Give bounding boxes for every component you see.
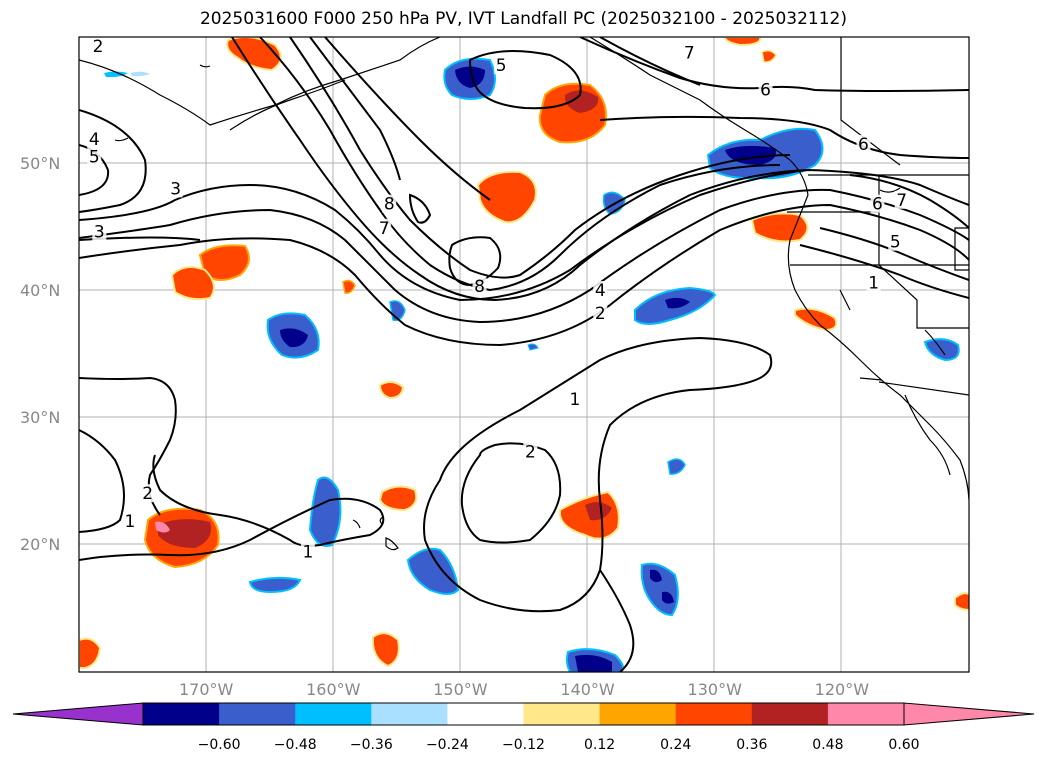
contour-label: 8: [384, 195, 395, 215]
contour-label-bg: [122, 512, 137, 531]
contour-label: 7: [896, 191, 907, 211]
colorbar-tick-label: 0.12: [584, 737, 616, 753]
contour-label-bg: [593, 281, 608, 299]
contour-label-bg: [87, 147, 102, 166]
contour-label: 2: [525, 442, 536, 462]
contour-label: 7: [379, 219, 390, 239]
colorbar-frame: [142, 702, 905, 726]
contour-label: 8: [474, 277, 485, 297]
colorbar-tick-label: −0.60: [197, 737, 241, 753]
plot-frame: [78, 36, 970, 673]
colorbar-tick-label: 0.48: [812, 737, 844, 753]
colorbar-box: [143, 703, 220, 725]
contour-label-bg: [567, 390, 582, 409]
map-title: 2025031600 F000 250 hPa PV, IVT Landfall…: [199, 9, 847, 29]
contour-label: 5: [496, 56, 507, 76]
contour-label: 3: [94, 223, 105, 243]
colorbar-tick-label: −0.48: [273, 737, 317, 753]
lon-label: 170°W: [178, 680, 234, 699]
colorbar-tick-label: 0.60: [888, 737, 920, 753]
contour-label: 2: [93, 37, 104, 57]
colorbar-tick-label: −0.12: [502, 737, 545, 753]
contour-label-bg: [377, 218, 392, 237]
contour-label: 7: [684, 44, 695, 64]
lon-label: 160°W: [306, 680, 361, 699]
contour-label: 1: [868, 273, 879, 293]
contour-label-bg: [91, 37, 106, 56]
colorbar-box: [219, 703, 296, 725]
coastlines: [79, 37, 969, 551]
contour-label-bg: [87, 129, 102, 148]
contour-label-bg: [758, 80, 773, 99]
lat-label: 50°N: [20, 154, 61, 173]
contour-label-bg: [523, 442, 538, 461]
contour-label-bg: [382, 194, 397, 213]
colorbar-tick-label: 0.24: [660, 737, 692, 753]
contour-label: 3: [170, 179, 181, 199]
contour-label-bg: [168, 179, 183, 198]
colorbar-box: [371, 703, 448, 725]
colorbar-box: [599, 703, 677, 725]
contour-label: 5: [89, 148, 100, 168]
contour-label: 2: [142, 484, 153, 504]
lat-label: 40°N: [20, 281, 61, 300]
lon-label: 140°W: [560, 680, 615, 699]
contour-label: 4: [595, 281, 606, 301]
negative-anomaly: [104, 57, 960, 672]
contour-label: 1: [569, 390, 580, 410]
contour-label: 1: [302, 543, 313, 563]
colorbar-tick-label: −0.36: [349, 737, 393, 753]
lat-label: 20°N: [20, 535, 61, 554]
colorbar-box: [675, 703, 753, 725]
colorbar-box: [827, 703, 905, 725]
pv-anomaly-fields: [79, 37, 969, 672]
contour-label-bg: [856, 134, 871, 153]
lon-label: 120°W: [814, 680, 870, 699]
contour-label-bg: [140, 484, 155, 503]
contour-label: 6: [858, 135, 869, 155]
lon-label: 130°W: [687, 680, 742, 699]
pv-contours: [79, 37, 969, 672]
colorbar-box: [295, 703, 372, 725]
contour-label: 5: [890, 233, 901, 253]
contour-label: 1: [124, 512, 135, 532]
contour-label-bg: [300, 542, 315, 561]
colorbar-box: [523, 703, 601, 725]
contour-label: 6: [760, 80, 771, 100]
contour-label-bg: [888, 232, 903, 251]
contour-label: 4: [89, 130, 100, 150]
colorbar-tick-label: −0.24: [425, 737, 469, 753]
lat-label: 30°N: [20, 408, 61, 427]
colorbar-under-arrow: [12, 702, 144, 726]
colorbar-tick-label: 0.36: [736, 737, 768, 753]
colorbar-box: [447, 703, 524, 725]
colorbar-box: [751, 703, 829, 725]
lon-label: 150°W: [433, 680, 488, 699]
contour-label: 2: [595, 304, 606, 324]
contour-label: 6: [872, 195, 883, 215]
contour-label-bg: [894, 190, 909, 209]
contour-label-bg: [866, 273, 881, 292]
contour-label-bg: [870, 194, 885, 213]
colorbar-over-arrow: [903, 702, 1035, 726]
positive-anomaly: [79, 37, 969, 669]
contour-label-bg: [593, 303, 608, 322]
contour-label-bg: [92, 222, 107, 241]
colorbar-boxes: [143, 703, 905, 725]
colorbar: [12, 702, 1035, 726]
contour-label-bg: [682, 43, 697, 62]
contour-label-bg: [494, 56, 509, 75]
gridlines: [79, 37, 969, 672]
contour-label-bg: [472, 277, 487, 296]
